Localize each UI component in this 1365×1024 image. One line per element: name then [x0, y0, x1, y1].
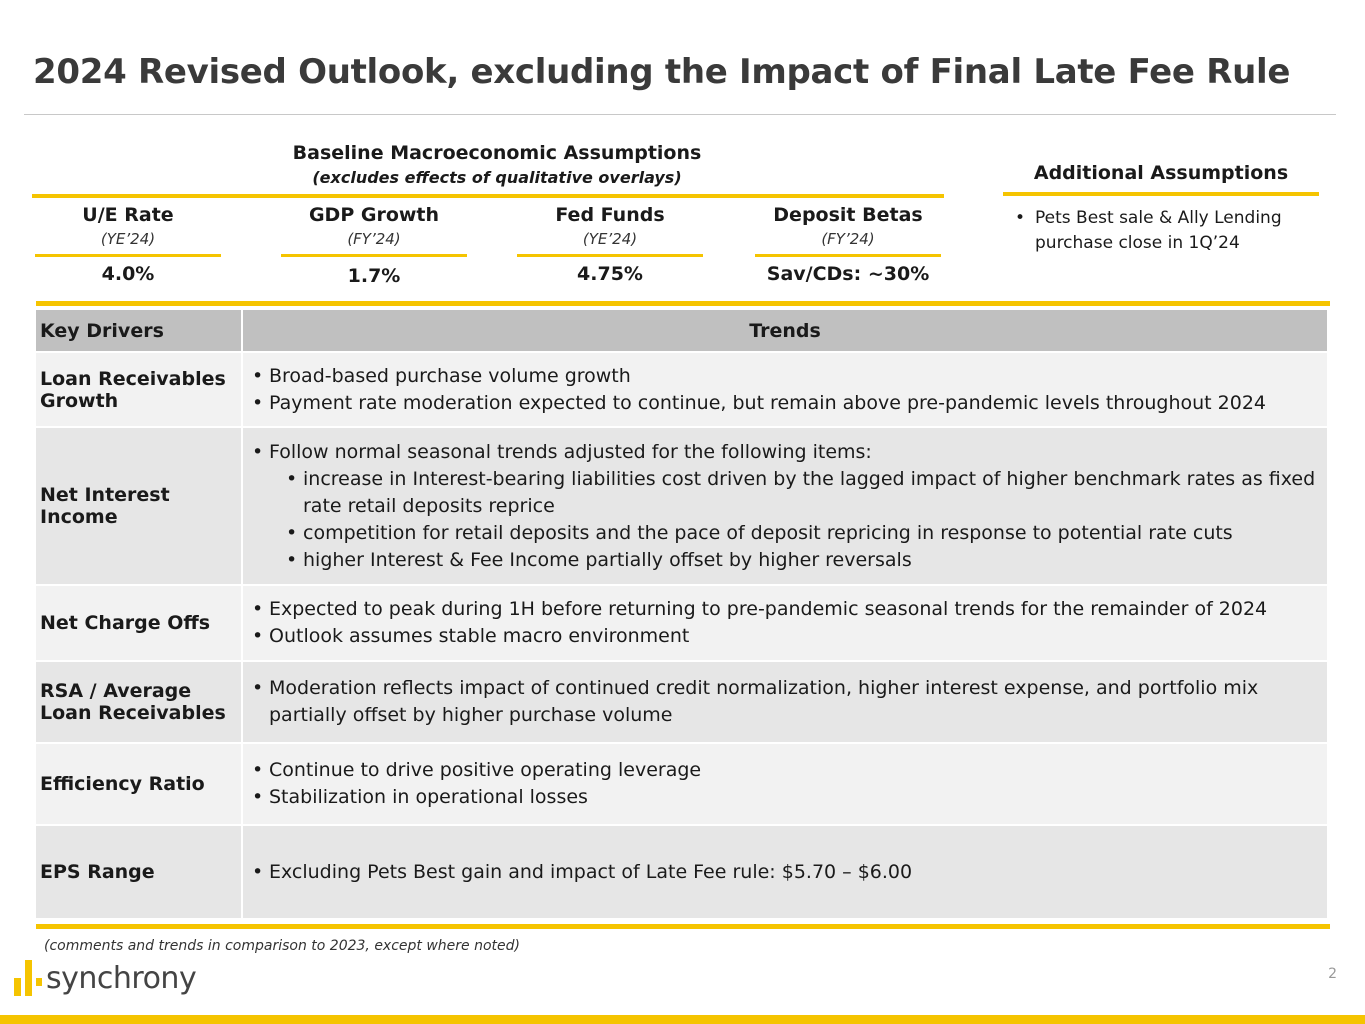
metric-gdp-growth: GDP Growth (FY’24) 1.7%	[281, 204, 467, 287]
driver-name: Net Charge Offs	[36, 584, 243, 661]
driver-name: RSA / Average Loan Receivables	[36, 660, 243, 743]
metric-label: U/E Rate	[82, 204, 174, 226]
macro-heading-block: Baseline Macroeconomic Assumptions (excl…	[32, 142, 962, 187]
page-title: 2024 Revised Outlook, excluding the Impa…	[33, 52, 1291, 92]
metric-value: Sav/CDs: ~30%	[766, 263, 930, 285]
bottom-accent-band	[0, 1015, 1365, 1024]
logo-wordmark: synchrony	[46, 961, 197, 996]
driver-name: EPS Range	[36, 824, 243, 918]
metric-value: 1.7%	[347, 265, 401, 287]
driver-name: Loan Receivables Growth	[36, 351, 243, 427]
additional-heading: Additional Assumptions	[1033, 162, 1289, 184]
synchrony-logo: synchrony	[14, 958, 197, 996]
table-row: Efficiency Ratio Continue to drive posit…	[36, 742, 1329, 825]
macro-subheading: (excludes effects of qualitative overlay…	[312, 168, 682, 187]
table-row: EPS Range Excluding Pets Best gain and i…	[36, 824, 1329, 918]
metric-period: (YE’24)	[582, 230, 638, 248]
metric-divider	[281, 254, 467, 257]
metric-label: Fed Funds	[555, 204, 665, 226]
additional-assumptions: Additional Assumptions Pets Best sale & …	[1003, 162, 1319, 256]
metric-label: GDP Growth	[308, 204, 440, 226]
additional-divider	[1003, 192, 1319, 196]
metric-label: Deposit Betas	[773, 204, 923, 226]
trend-subbullet: higher Interest & Fee Income partially o…	[249, 547, 1319, 574]
metric-period: (FY’24)	[821, 230, 875, 248]
page-number: 2	[1328, 966, 1337, 982]
table-row: Loan Receivables Growth Broad-based purc…	[36, 351, 1329, 427]
trend-cell: Expected to peak during 1H before return…	[242, 584, 1329, 661]
header-key-drivers: Key Drivers	[36, 310, 243, 352]
trend-bullet: Follow normal seasonal trends adjusted f…	[249, 439, 1319, 466]
macro-divider	[32, 194, 944, 198]
footnote: (comments and trends in comparison to 20…	[44, 938, 520, 954]
trend-cell: Broad-based purchase volume growth Payme…	[242, 351, 1329, 427]
table-bottom-rule	[36, 924, 1330, 929]
metric-ue-rate: U/E Rate (YE’24) 4.0%	[35, 204, 221, 285]
metric-period: (YE’24)	[100, 230, 156, 248]
metric-value: 4.75%	[577, 263, 643, 285]
table-top-rule	[36, 301, 1330, 306]
driver-name: Efficiency Ratio	[36, 742, 243, 825]
trend-bullet: Stabilization in operational losses	[249, 784, 1319, 811]
trend-cell: Continue to drive positive operating lev…	[242, 742, 1329, 825]
metric-divider	[517, 254, 703, 257]
metric-period: (FY’24)	[347, 230, 401, 248]
trend-cell: Excluding Pets Best gain and impact of L…	[242, 824, 1329, 918]
metric-divider	[35, 254, 221, 257]
header-trends: Trends	[242, 310, 1329, 352]
metric-value: 4.0%	[101, 263, 155, 285]
trend-bullet: Excluding Pets Best gain and impact of L…	[249, 859, 1319, 886]
metric-divider	[755, 254, 941, 257]
table-header-row: Key Drivers Trends	[36, 310, 1329, 352]
table-row: RSA / Average Loan Receivables Moderatio…	[36, 660, 1329, 743]
metric-fed-funds: Fed Funds (YE’24) 4.75%	[517, 204, 703, 285]
macro-heading: Baseline Macroeconomic Assumptions	[292, 142, 702, 164]
logo-mark-icon	[14, 958, 44, 996]
trend-bullet: Payment rate moderation expected to cont…	[249, 390, 1319, 417]
trend-bullet: Moderation reflects impact of continued …	[249, 675, 1319, 729]
additional-item: Pets Best sale & Ally Lending purchase c…	[1003, 206, 1319, 256]
trend-bullet: Continue to drive positive operating lev…	[249, 757, 1319, 784]
table-row: Net Interest Income Follow normal season…	[36, 426, 1329, 585]
title-divider	[24, 114, 1336, 115]
trend-subbullet: competition for retail deposits and the …	[249, 520, 1319, 547]
key-drivers-table: Key Drivers Trends Loan Receivables Grow…	[36, 310, 1329, 918]
trend-bullet: Broad-based purchase volume growth	[249, 363, 1319, 390]
trend-cell: Follow normal seasonal trends adjusted f…	[242, 426, 1329, 585]
trend-bullet: Outlook assumes stable macro environment	[249, 623, 1319, 650]
driver-name: Net Interest Income	[36, 426, 243, 585]
trend-cell: Moderation reflects impact of continued …	[242, 660, 1329, 743]
metric-deposit-betas: Deposit Betas (FY’24) Sav/CDs: ~30%	[755, 204, 941, 285]
trend-subbullet: increase in Interest-bearing liabilities…	[249, 466, 1319, 520]
trend-bullet: Expected to peak during 1H before return…	[249, 596, 1319, 623]
table-row: Net Charge Offs Expected to peak during …	[36, 584, 1329, 661]
